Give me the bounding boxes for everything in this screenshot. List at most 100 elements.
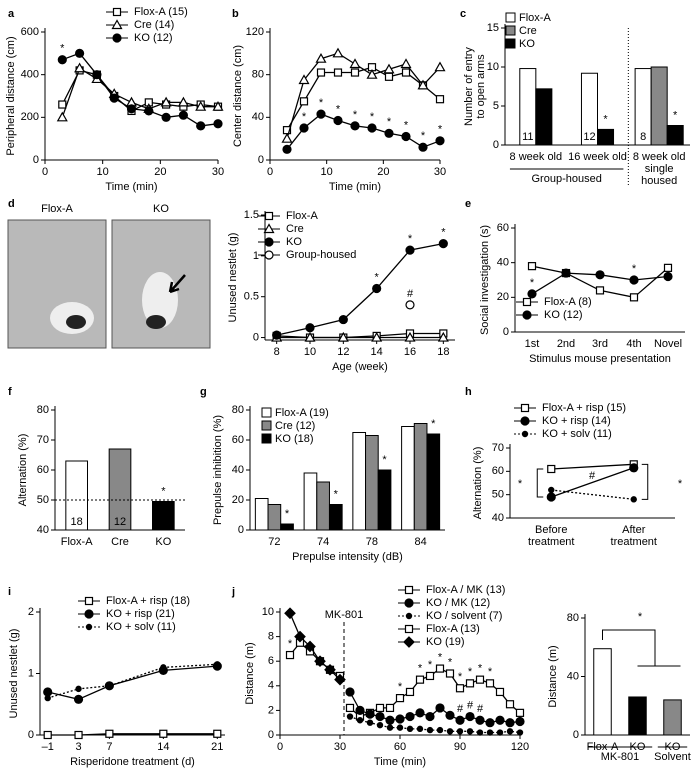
marker: [57, 55, 67, 65]
n-label: 12: [538, 131, 550, 143]
significance: *: [441, 227, 446, 239]
marker: [505, 718, 515, 728]
marker: [435, 136, 445, 146]
legend-label: Flox-A (8): [544, 296, 592, 308]
y-tick-label: 70: [492, 442, 504, 454]
x-tick-label: 10: [321, 166, 333, 178]
bar: [650, 66, 668, 146]
marker: [376, 721, 384, 729]
x-tick-label: 72: [268, 536, 280, 548]
label-line: Before: [535, 524, 567, 536]
marker: [663, 263, 673, 272]
bracket: [641, 463, 649, 500]
marker: [299, 123, 309, 133]
legend-marker: [111, 19, 123, 30]
x-tick-label: 12: [337, 346, 349, 358]
panel-letter: e: [465, 198, 471, 210]
x-tick-label: 8: [274, 346, 280, 358]
label-line: housed: [641, 175, 677, 187]
significance: *: [428, 659, 433, 671]
marker: [178, 110, 188, 120]
x-tick-label: 120: [511, 741, 529, 753]
marker: [383, 63, 395, 74]
mouse: [66, 315, 86, 329]
marker: [74, 730, 83, 740]
marker: [527, 289, 537, 299]
marker: [284, 607, 296, 620]
bar: [666, 125, 684, 146]
n-label: 27: [157, 516, 169, 528]
y-axis-label: Center distance (cm): [232, 45, 244, 147]
marker: [384, 72, 394, 81]
bar: [401, 426, 415, 531]
x-tick-label: 18: [437, 346, 449, 358]
legend-marker: [520, 416, 530, 426]
x-tick-label: 16 week old: [568, 151, 627, 163]
marker: [385, 703, 395, 713]
marker: [385, 715, 395, 725]
legend-label: KO + solv (11): [542, 428, 612, 440]
marker: [505, 700, 515, 709]
y-tick-label: 0.5: [244, 291, 259, 303]
bar: [328, 504, 343, 531]
significance: *: [458, 671, 463, 683]
y-tick-label: 60: [232, 434, 244, 446]
marker: [395, 693, 405, 703]
marker: [43, 687, 53, 697]
significance: *: [478, 663, 483, 675]
series-line: [61, 67, 218, 118]
series-line: [276, 242, 444, 336]
legend-marker: [403, 636, 415, 648]
bar: [628, 696, 647, 736]
legend-label: KO (12): [134, 32, 173, 44]
legend-label: Flox-A + risp (15): [542, 402, 626, 414]
legend-marker: [404, 598, 414, 608]
marker: [405, 300, 415, 310]
series-line: [286, 113, 441, 150]
marker: [350, 68, 360, 77]
marker: [74, 48, 85, 58]
marker: [349, 58, 361, 69]
x-tick-label: 0: [42, 166, 48, 178]
marker: [396, 724, 404, 731]
bar: [377, 469, 392, 531]
significance: #: [477, 703, 484, 715]
legend-marker: [522, 297, 532, 307]
bar: [352, 432, 367, 531]
marker: [406, 725, 414, 733]
bar: [280, 523, 294, 531]
y-tick-label: 0: [258, 154, 264, 166]
n-label: 12: [583, 131, 595, 143]
marker: [425, 671, 435, 681]
arrow: [168, 274, 186, 294]
legend-label: Flox-A (15): [134, 6, 188, 18]
legend-swatch: [505, 38, 516, 49]
bar: [365, 435, 379, 531]
significance: *: [161, 485, 166, 497]
marker: [527, 262, 537, 271]
legend-marker: [112, 7, 122, 17]
significance: #: [407, 288, 414, 300]
y-tick-label: 200: [21, 111, 39, 123]
legend-label: KO: [286, 236, 302, 248]
x-tick-label: 10: [304, 346, 316, 358]
legend-marker: [264, 237, 274, 247]
marker: [285, 650, 295, 660]
x-axis-label: Time (min): [329, 181, 381, 193]
marker: [345, 703, 355, 713]
x-tick-label: Cre: [111, 536, 129, 548]
n-label: 11: [600, 131, 611, 143]
legend-label: KO / solvent (7): [426, 610, 502, 622]
y-tick-label: 40: [497, 257, 509, 269]
significance: *: [370, 111, 375, 123]
y-tick-label: 10: [262, 606, 274, 618]
x-tick-label: 7: [106, 741, 112, 753]
mouse: [146, 315, 166, 329]
x-axis-label: Time (min): [105, 181, 157, 193]
series-line: [47, 663, 218, 699]
y-axis-label: Alternation (%): [17, 434, 29, 507]
bar: [663, 699, 682, 736]
marker: [109, 93, 119, 103]
legend-marker: [264, 250, 274, 260]
legend-marker: [84, 609, 94, 619]
